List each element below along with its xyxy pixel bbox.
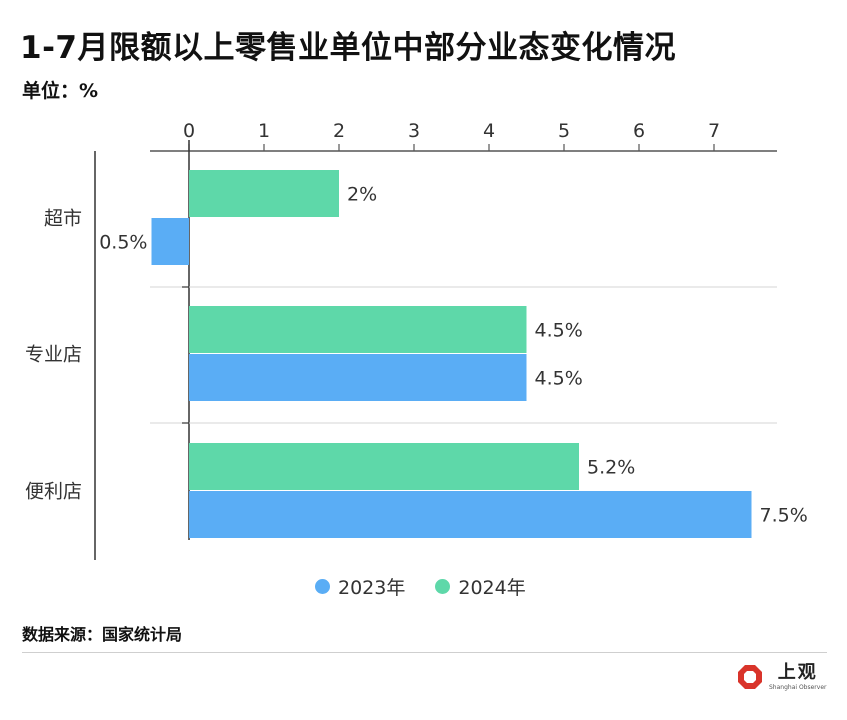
legend-item-2024: 2024年 <box>435 573 526 600</box>
legend-item-2023: 2023年 <box>315 573 405 600</box>
bar <box>151 218 189 265</box>
source-note: 数据来源：国家统计局 <box>22 625 183 644</box>
x-tick-label: 3 <box>408 120 420 142</box>
x-tick-label: 5 <box>558 120 570 142</box>
unit-label: 单位：% <box>22 80 99 102</box>
x-tick-label: 2 <box>333 120 345 142</box>
legend-label-2024: 2024年 <box>458 577 526 599</box>
bar <box>189 170 339 217</box>
x-tick-label: 0 <box>183 120 195 142</box>
bar <box>189 354 527 401</box>
logo-subtext: Shanghai Observer <box>769 684 827 691</box>
legend-swatch-2023 <box>315 579 330 594</box>
data-label: 0.5% <box>99 232 147 254</box>
bar <box>189 306 527 353</box>
category-label: 专业店 <box>25 344 82 366</box>
chart-title: 1-7月限额以上零售业单位中部分业态变化情况 <box>20 30 677 66</box>
bar-chart: 0 1 2 3 4 5 6 7 超市 2% 0.5% 专业店 4.5% 4.5% 便利店 5.2% 7.5% <box>25 120 808 560</box>
footer-divider <box>22 652 827 653</box>
logo-mark-icon <box>738 665 762 689</box>
logo-text: 上观 <box>777 662 818 683</box>
legend-swatch-2024 <box>435 579 451 594</box>
bar <box>189 443 579 490</box>
data-label: 4.5% <box>535 320 583 342</box>
legend-label-2023: 2023年 <box>338 577 406 599</box>
data-label: 4.5% <box>535 368 583 390</box>
data-label: 5.2% <box>587 457 635 479</box>
legend: 2023年 2024年 <box>315 573 526 600</box>
logo: 上观 Shanghai Observer <box>737 662 826 692</box>
bar <box>189 491 752 538</box>
x-tick-label: 7 <box>708 120 720 142</box>
x-tick-label: 4 <box>483 120 495 142</box>
data-label: 2% <box>347 184 377 206</box>
x-tick-label: 6 <box>633 120 645 142</box>
x-tick-label: 1 <box>258 120 270 142</box>
category-label: 超市 <box>44 208 82 230</box>
data-label: 7.5% <box>760 505 808 527</box>
category-label: 便利店 <box>25 481 82 503</box>
